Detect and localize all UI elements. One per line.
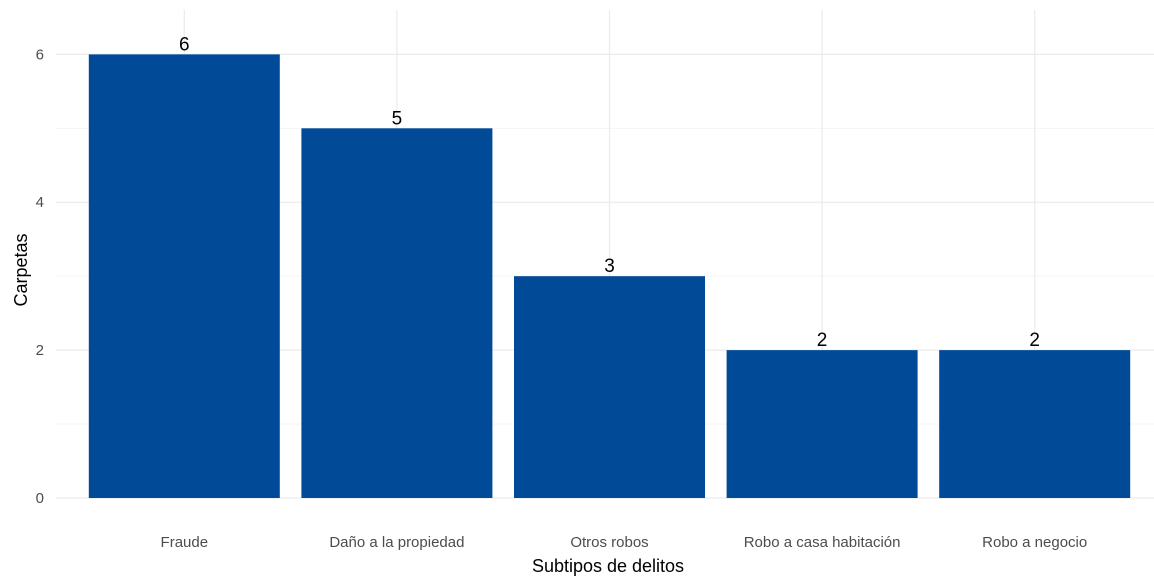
x-axis-title: Subtipos de delitos	[532, 556, 684, 576]
bars	[88, 54, 1131, 498]
y-axis-title: Carpetas	[11, 233, 31, 306]
y-tick-label: 6	[36, 46, 44, 63]
y-tick-label: 0	[36, 490, 44, 507]
bar	[939, 350, 1131, 498]
bar-value-label: 2	[1029, 330, 1040, 351]
x-tick-label: Robo a casa habitación	[744, 534, 901, 551]
bar-value-label: 2	[817, 330, 828, 351]
x-tick-label: Daño a la propiedad	[329, 534, 464, 551]
data-labels: 6 5 3 2 2	[179, 34, 1040, 351]
y-tick-label: 4	[36, 194, 44, 211]
x-tick-label: Robo a negocio	[982, 534, 1087, 551]
bar	[514, 276, 705, 498]
y-tick-label: 2	[36, 342, 44, 359]
bar-value-label: 6	[179, 34, 190, 55]
bar-value-label: 3	[604, 256, 615, 277]
x-tick-label: Otros robos	[570, 534, 648, 551]
x-axis-ticks: Fraude Daño a la propiedad Otros robos Robo…	[161, 534, 1088, 551]
y-axis-ticks: 0 2 4 6	[36, 46, 44, 507]
bar	[726, 350, 918, 498]
bar-value-label: 5	[392, 108, 403, 129]
bar	[88, 54, 280, 498]
x-tick-label: Fraude	[161, 534, 209, 551]
bar	[301, 128, 493, 498]
